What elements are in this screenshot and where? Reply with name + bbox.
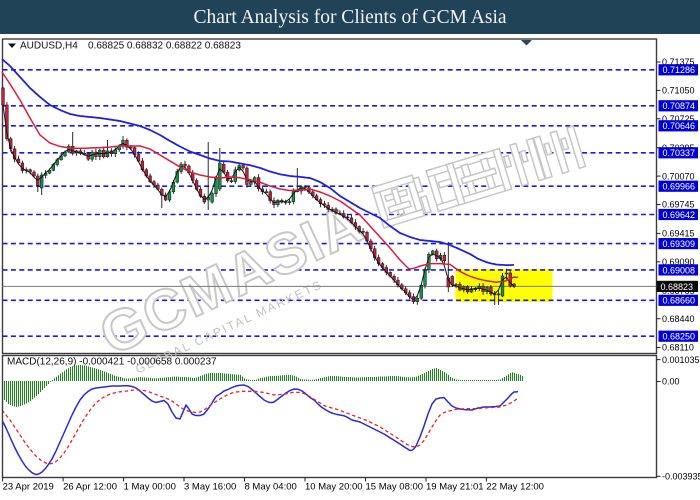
svg-text:22 May 12:00: 22 May 12:00	[486, 482, 544, 493]
svg-text:0.69309: 0.69309	[663, 239, 696, 249]
svg-text:0.69090: 0.69090	[662, 257, 695, 267]
svg-text:MACD(12,26,9) -0.000421 -0.000: MACD(12,26,9) -0.000421 -0.000658 0.0002…	[7, 357, 217, 368]
svg-text:0.70874: 0.70874	[663, 101, 696, 111]
svg-text:0.68440: 0.68440	[662, 314, 695, 324]
svg-text:0.69415: 0.69415	[662, 229, 695, 239]
svg-text:0.71375: 0.71375	[662, 57, 695, 67]
svg-text:0.69745: 0.69745	[662, 200, 695, 210]
svg-text:3 May 16:00: 3 May 16:00	[184, 482, 236, 493]
svg-text:0.70070: 0.70070	[662, 171, 695, 181]
svg-text:0.68660: 0.68660	[663, 296, 696, 306]
svg-text:0.69966: 0.69966	[663, 182, 696, 192]
svg-text:10 May 20:00: 10 May 20:00	[305, 482, 363, 493]
svg-text:AUDUSD,H4: AUDUSD,H4	[20, 41, 78, 52]
svg-text:1 May 00:00: 1 May 00:00	[124, 482, 176, 493]
svg-text:0.68110: 0.68110	[662, 343, 694, 353]
svg-text:0.69642: 0.69642	[663, 210, 696, 220]
svg-text:23 Apr 2019: 23 Apr 2019	[3, 482, 54, 493]
svg-text:0.68825 0.68832 0.68822 0.6882: 0.68825 0.68832 0.68822 0.68823	[88, 41, 241, 52]
svg-text:0.68823: 0.68823	[661, 282, 694, 292]
svg-text:0.70337: 0.70337	[663, 148, 696, 158]
svg-text:0.00: 0.00	[662, 377, 680, 387]
svg-text:0.70646: 0.70646	[663, 121, 696, 131]
svg-text:Chart Analysis for Clients of: Chart Analysis for Clients of GCM Asia	[193, 7, 506, 28]
svg-text:-0.003935: -0.003935	[662, 472, 700, 482]
svg-text:19 May 21:01: 19 May 21:01	[426, 482, 484, 493]
svg-text:0.69008: 0.69008	[663, 265, 696, 275]
svg-text:0.001035: 0.001035	[662, 355, 700, 365]
svg-text:0.71050: 0.71050	[662, 86, 695, 96]
svg-text:0.70725: 0.70725	[662, 114, 695, 124]
svg-text:0.71286: 0.71286	[663, 65, 696, 75]
svg-text:26 Apr 12:00: 26 Apr 12:00	[63, 482, 117, 493]
svg-text:0.68250: 0.68250	[663, 332, 696, 342]
svg-text:8 May 04:00: 8 May 04:00	[245, 482, 297, 493]
svg-text:15 May 08:00: 15 May 08:00	[366, 482, 424, 493]
